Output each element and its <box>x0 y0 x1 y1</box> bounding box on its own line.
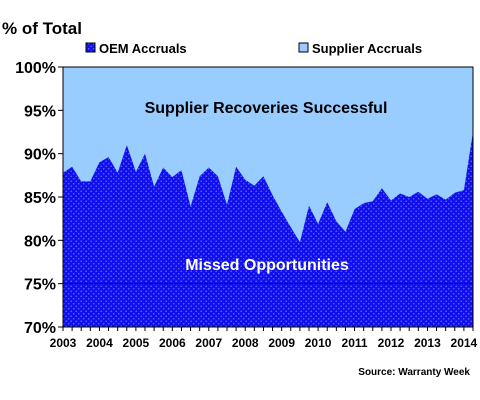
y-tick-label: 75% <box>24 277 56 294</box>
x-axis: 2003 2004 2005 2006 2007 2008 2009 2010 2011 2012… <box>50 327 478 350</box>
x-tick-label: 2007 <box>195 336 222 350</box>
legend-swatch-supplier <box>298 42 309 53</box>
oem-accruals-area <box>63 132 473 327</box>
annotation-missed-opportunities: Missed Opportunities <box>185 257 349 274</box>
x-tick-label: 2005 <box>123 336 150 350</box>
legend: OEM Accruals Supplier Accruals <box>85 41 422 56</box>
x-tick-label: 2004 <box>86 336 113 350</box>
y-tick-label: 95% <box>24 103 56 120</box>
x-tick-label: 2006 <box>159 336 186 350</box>
y-tick-label: 80% <box>24 233 56 250</box>
y-tick-label: 70% <box>24 320 56 337</box>
x-tick-label: 2012 <box>378 336 405 350</box>
x-tick-label: 2011 <box>342 336 368 350</box>
legend-label-supplier: Supplier Accruals <box>312 41 422 56</box>
x-tick-label: 2008 <box>232 336 259 350</box>
y-tick-label: 100% <box>15 60 56 77</box>
y-axis: 100% 95% 90% 85% 80% 75% 70% <box>15 60 63 337</box>
source-label: Source: Warranty Week <box>358 367 470 378</box>
chart-title: % of Total <box>2 19 82 38</box>
y-tick-label: 85% <box>24 190 56 207</box>
x-tick-label: 2009 <box>268 336 295 350</box>
x-tick-label: 2010 <box>305 336 332 350</box>
x-tick-label: 2013 <box>414 336 441 350</box>
annotation-supplier-recoveries: Supplier Recoveries Successful <box>145 100 388 117</box>
y-tick-label: 90% <box>24 147 56 164</box>
x-tick-label: 2014 <box>451 336 478 350</box>
legend-label-oem: OEM Accruals <box>99 41 187 56</box>
legend-swatch-oem <box>85 42 96 53</box>
x-tick-label: 2003 <box>50 336 77 350</box>
